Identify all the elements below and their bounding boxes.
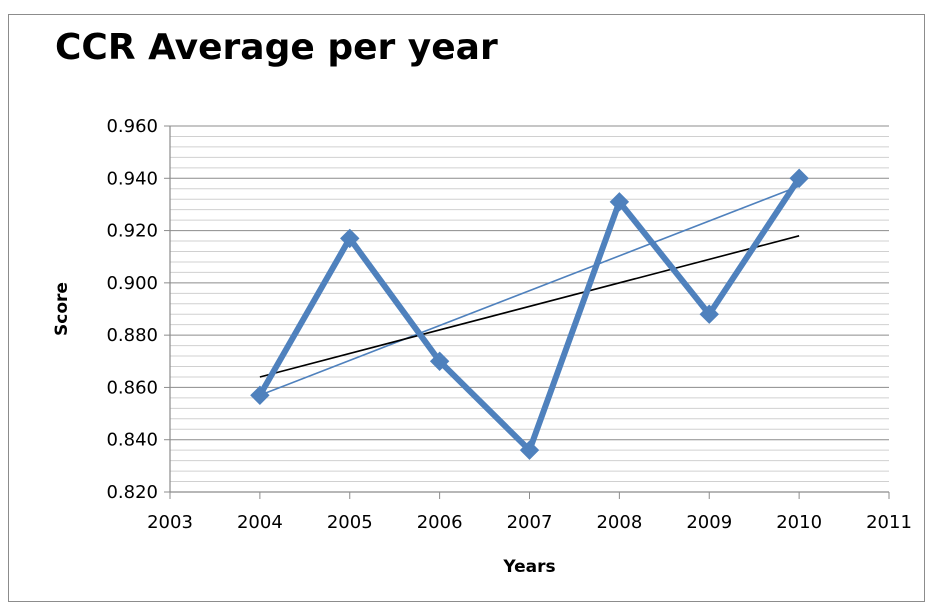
x-tick-label: 2008	[596, 512, 642, 533]
data-point-marker	[699, 304, 719, 324]
data-point-marker	[789, 168, 809, 188]
data-point-marker	[340, 228, 360, 249]
tick-labels: 0.820 0.840 0.860 0.880 0.900 0.920 0.940 0.960…	[106, 116, 911, 533]
x-tick-label: 2009	[686, 512, 732, 533]
x-axis-title: Years	[502, 557, 555, 577]
y-tick-label: 0.820	[106, 482, 158, 503]
x-tick-label: 2006	[417, 512, 463, 533]
y-axis-title: Score	[52, 282, 72, 336]
data-point-marker	[429, 351, 450, 371]
data-point-marker	[519, 440, 540, 460]
trendline	[259, 235, 800, 378]
y-tick-label: 0.920	[106, 221, 158, 242]
y-tick-label: 0.940	[106, 168, 158, 189]
x-tick-label: 2010	[776, 512, 822, 533]
y-tick-label: 0.900	[106, 273, 158, 294]
data-series	[250, 168, 809, 460]
y-tick-label: 0.840	[106, 430, 158, 451]
y-tick-label: 0.860	[106, 377, 158, 398]
minor-gridlines	[170, 135, 889, 483]
x-tick-label: 2005	[327, 512, 373, 533]
trendline	[259, 185, 800, 397]
y-tick-label: 0.880	[106, 325, 158, 346]
trendlines	[259, 185, 800, 397]
x-tick-label: 2003	[147, 512, 193, 533]
data-point-marker	[609, 192, 630, 212]
axes	[164, 125, 890, 499]
major-gridlines	[170, 125, 889, 441]
x-tick-label: 2011	[866, 512, 912, 533]
chart-title: CCR Average per year	[55, 27, 498, 68]
data-point-marker	[250, 385, 270, 405]
x-tick-label: 2004	[237, 512, 283, 533]
x-tick-label: 2007	[507, 512, 553, 533]
chart-frame	[8, 14, 925, 602]
y-tick-label: 0.960	[106, 116, 158, 137]
